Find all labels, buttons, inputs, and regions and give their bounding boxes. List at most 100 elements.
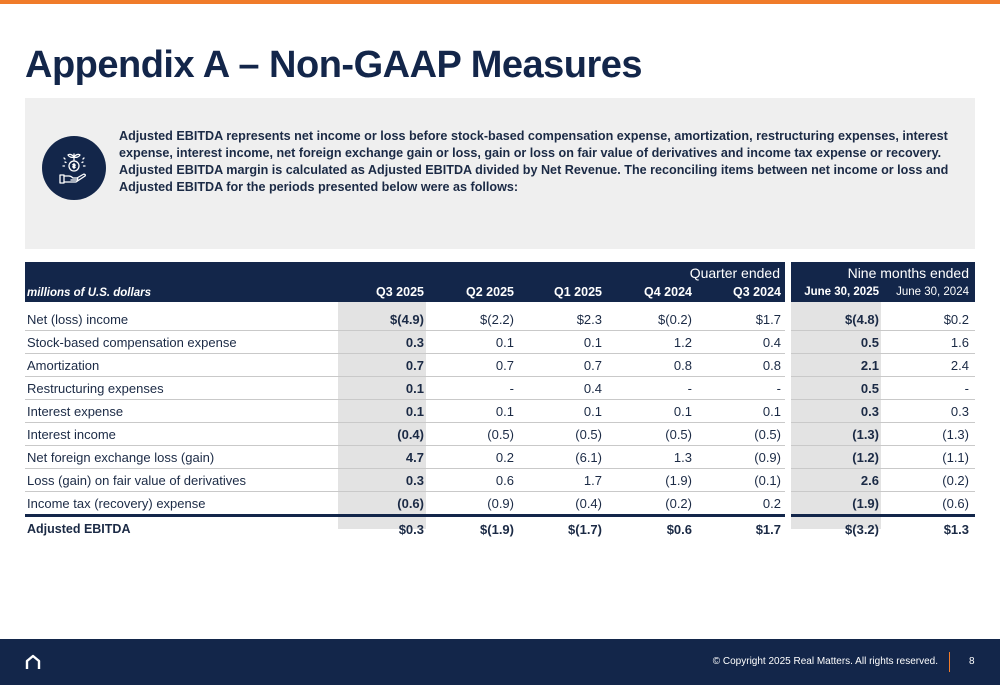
table-row: Restructuring expenses 0.1 - 0.4 - - 0.5 - <box>25 377 975 400</box>
quarter-header-band <box>25 262 785 302</box>
value-cell: (0.6) <box>942 496 969 511</box>
value-cell: (0.1) <box>754 473 781 488</box>
value-cell: $(1.7) <box>568 522 602 537</box>
group-quarter-ended: Quarter ended <box>689 265 780 281</box>
value-cell: 0.1 <box>405 404 424 419</box>
table-row: Net foreign exchange loss (gain) 4.7 0.2 (6… <box>25 446 975 469</box>
value-cell: 0.3 <box>405 473 424 488</box>
page-number: 8 <box>969 656 975 667</box>
value-cell: $(0.2) <box>658 312 692 327</box>
value-cell: 1.7 <box>583 473 602 488</box>
value-cell: $(3.2) <box>845 522 879 537</box>
row-label: Interest income <box>27 427 116 442</box>
value-cell: 1.3 <box>673 450 692 465</box>
hand-holding-money-plant-icon <box>42 136 106 200</box>
row-divider <box>791 468 975 469</box>
table-row: Interest expense 0.1 0.1 0.1 0.1 0.1 0.3 0.3 <box>25 400 975 423</box>
value-cell: 0.7 <box>583 358 602 373</box>
table-row: Interest income (0.4) (0.5) (0.5) (0.5) (0.5)… <box>25 423 975 446</box>
value-cell: (0.9) <box>487 496 514 511</box>
value-cell: 2.4 <box>950 358 969 373</box>
column-header-q3-2024: Q3 2024 <box>733 285 781 299</box>
value-cell: (0.5) <box>754 427 781 442</box>
value-cell: 0.1 <box>405 381 424 396</box>
value-cell: (0.9) <box>754 450 781 465</box>
table-row: Income tax (recovery) expense (0.6) (0.9) (… <box>25 492 975 515</box>
total-label: Adjusted EBITDA <box>27 522 131 536</box>
value-cell: - <box>776 381 781 396</box>
value-cell: (1.3) <box>852 427 879 442</box>
row-divider <box>791 330 975 331</box>
column-header-q3-2025: Q3 2025 <box>376 285 424 299</box>
value-cell: 0.6 <box>495 473 514 488</box>
value-cell: 0.1 <box>673 404 692 419</box>
value-cell: (0.4) <box>575 496 602 511</box>
value-cell: (0.2) <box>942 473 969 488</box>
row-divider <box>791 422 975 423</box>
table-row: Amortization 0.7 0.7 0.7 0.8 0.8 2.1 2.4 <box>25 354 975 377</box>
row-label: Interest expense <box>27 404 124 419</box>
value-cell: (1.2) <box>852 450 879 465</box>
value-cell: (1.3) <box>942 427 969 442</box>
value-cell: 0.7 <box>495 358 514 373</box>
value-cell: $(1.9) <box>480 522 514 537</box>
row-divider <box>25 330 785 331</box>
value-cell: $(4.8) <box>845 312 879 327</box>
row-divider <box>25 422 785 423</box>
value-cell: (0.5) <box>575 427 602 442</box>
table-row: Stock-based compensation expense 0.3 0.1 0.… <box>25 331 975 354</box>
value-cell: $0.6 <box>666 522 692 537</box>
column-header-june-30-2025: June 30, 2025 <box>804 286 879 298</box>
value-cell: (0.5) <box>665 427 692 442</box>
column-header-q4-2024: Q4 2024 <box>644 285 692 299</box>
value-cell: $(2.2) <box>480 312 514 327</box>
value-cell: 0.1 <box>583 335 602 350</box>
value-cell: 2.6 <box>860 473 879 488</box>
units-label: millions of U.S. dollars <box>27 287 151 299</box>
value-cell: 0.1 <box>762 404 781 419</box>
value-cell: $1.3 <box>943 522 969 537</box>
top-accent-bar <box>0 0 1000 4</box>
row-divider <box>791 445 975 446</box>
value-cell: 2.1 <box>860 358 879 373</box>
row-divider <box>25 468 785 469</box>
page-title: Appendix A – Non-GAAP Measures <box>25 44 643 86</box>
value-cell: 0.3 <box>950 404 969 419</box>
value-cell: 0.1 <box>495 404 514 419</box>
total-rule <box>791 514 975 517</box>
value-cell: 1.6 <box>950 335 969 350</box>
value-cell: 0.8 <box>762 358 781 373</box>
value-cell: 0.2 <box>495 450 514 465</box>
value-cell: 0.1 <box>583 404 602 419</box>
value-cell: (6.1) <box>575 450 602 465</box>
value-cell: (1.9) <box>852 496 879 511</box>
value-cell: 0.3 <box>405 335 424 350</box>
value-cell: - <box>964 381 969 396</box>
row-label: Loss (gain) on fair value of derivatives <box>27 473 246 488</box>
table-row: Loss (gain) on fair value of derivatives… <box>25 469 975 492</box>
row-label: Income tax (recovery) expense <box>27 496 206 511</box>
value-cell: 0.2 <box>762 496 781 511</box>
value-cell: (0.6) <box>397 496 424 511</box>
value-cell: (0.4) <box>397 427 424 442</box>
footer: © Copyright 2025 Real Matters. All right… <box>0 639 1000 685</box>
row-label: Net foreign exchange loss (gain) <box>27 450 215 465</box>
column-header-q1-2025: Q1 2025 <box>554 285 602 299</box>
row-divider <box>791 376 975 377</box>
value-cell: $1.7 <box>755 522 781 537</box>
value-cell: $(4.9) <box>390 312 424 327</box>
row-divider <box>791 491 975 492</box>
value-cell: 0.3 <box>860 404 879 419</box>
value-cell: (0.2) <box>665 496 692 511</box>
value-cell: - <box>509 381 514 396</box>
description-box: Adjusted EBITDA represents net income or… <box>25 98 975 249</box>
value-cell: $1.7 <box>755 312 781 327</box>
row-divider <box>791 353 975 354</box>
value-cell: 0.1 <box>495 335 514 350</box>
value-cell: (0.5) <box>487 427 514 442</box>
row-divider <box>791 399 975 400</box>
value-cell: - <box>687 381 692 396</box>
value-cell: 1.2 <box>673 335 692 350</box>
total-row: Adjusted EBITDA $0.3 $(1.9) $(1.7) $0.6 $1.7 $… <box>25 518 975 541</box>
value-cell: 0.5 <box>860 381 879 396</box>
